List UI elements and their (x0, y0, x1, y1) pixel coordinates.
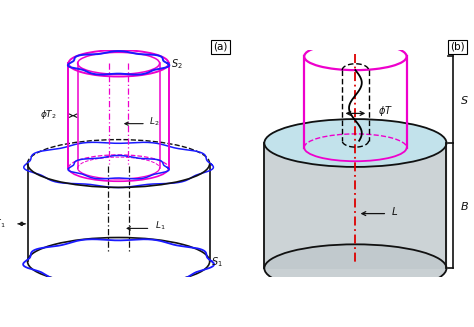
Text: $S_2$: $S_2$ (171, 58, 182, 71)
Polygon shape (264, 244, 447, 292)
Text: $L_2$: $L_2$ (149, 115, 160, 128)
Text: $\phi T$: $\phi T$ (378, 104, 393, 118)
Text: $\phi T_1$: $\phi T_1$ (0, 217, 6, 230)
Text: $\phi T_2$: $\phi T_2$ (40, 108, 56, 121)
Text: $L_1$: $L_1$ (155, 220, 165, 232)
Text: (a): (a) (213, 42, 228, 52)
Polygon shape (264, 119, 447, 167)
Text: $S_1$: $S_1$ (211, 256, 223, 269)
Text: $S$: $S$ (460, 94, 469, 106)
Text: $L$: $L$ (391, 205, 398, 217)
Polygon shape (264, 143, 447, 268)
Text: (b): (b) (450, 42, 465, 52)
Text: $B$: $B$ (460, 199, 469, 212)
